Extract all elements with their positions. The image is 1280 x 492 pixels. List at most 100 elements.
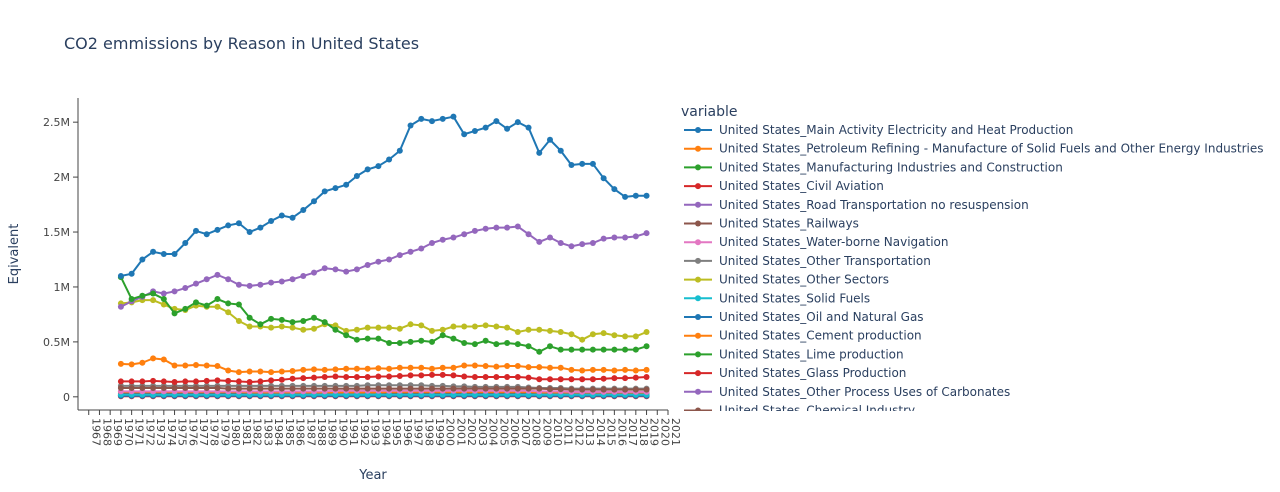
data-point <box>622 386 629 393</box>
data-point <box>150 377 157 384</box>
data-point <box>450 234 457 241</box>
data-point <box>332 322 339 329</box>
legend-swatch-marker <box>695 239 701 246</box>
data-point <box>311 314 317 321</box>
series-0 <box>117 113 650 279</box>
x-tick-label: 2016 <box>615 418 628 446</box>
x-tick-label: 2006 <box>508 418 521 446</box>
data-point <box>504 374 511 381</box>
data-point <box>117 303 124 310</box>
data-point <box>429 385 435 392</box>
legend-swatch-marker <box>695 127 701 133</box>
y-tick-label: 1M <box>54 281 71 294</box>
data-point <box>246 368 253 375</box>
x-tick-label: 2012 <box>572 418 585 446</box>
data-point <box>471 227 478 234</box>
series-line <box>120 276 647 353</box>
data-point <box>203 302 210 309</box>
legend-item: United States_Cement production <box>684 329 922 343</box>
data-point <box>171 251 178 257</box>
data-point <box>300 366 307 373</box>
series-4 <box>117 223 650 310</box>
legend-label: United States_Railways <box>719 217 859 231</box>
data-point <box>482 337 489 344</box>
data-point <box>386 339 393 346</box>
legend-label: United States_Glass Production <box>719 366 906 380</box>
data-point <box>632 333 639 340</box>
data-point <box>289 276 296 283</box>
data-point <box>547 343 553 350</box>
data-point <box>375 335 382 342</box>
data-point <box>139 256 146 263</box>
data-point <box>557 240 564 247</box>
data-point <box>375 365 382 372</box>
data-point <box>353 365 360 372</box>
data-point <box>504 224 511 231</box>
legend-item: United States_Other Transportation <box>684 254 931 268</box>
data-point <box>547 136 553 143</box>
data-point <box>450 385 457 392</box>
legend-item: United States_Road Transportation no res… <box>684 198 1029 212</box>
data-point <box>300 326 307 333</box>
x-axis-title: Year <box>358 468 387 483</box>
data-point <box>160 378 167 385</box>
data-point <box>439 364 446 371</box>
data-point <box>589 160 596 167</box>
data-point <box>396 372 403 379</box>
data-point <box>278 368 285 375</box>
data-point <box>321 366 328 373</box>
data-point <box>643 343 650 350</box>
data-point <box>493 118 500 125</box>
data-point <box>139 359 146 366</box>
legend-label: United States_Manufacturing Industries a… <box>719 160 1063 174</box>
x-tick-label: 2001 <box>454 418 467 446</box>
x-tick-label: 2017 <box>626 418 639 446</box>
data-point <box>278 385 285 392</box>
x-tick-label: 1992 <box>358 418 371 446</box>
data-point <box>311 269 317 276</box>
data-point <box>235 318 242 325</box>
data-point <box>203 385 210 392</box>
data-point <box>396 364 403 371</box>
data-point <box>375 258 382 265</box>
data-point <box>643 230 650 237</box>
x-tick-label: 1978 <box>208 418 221 446</box>
series-line <box>120 357 647 374</box>
data-point <box>139 385 146 392</box>
data-point <box>182 240 189 247</box>
data-point <box>418 372 425 379</box>
data-point <box>386 385 393 392</box>
data-point <box>182 378 189 385</box>
data-point <box>278 212 285 219</box>
x-tick-label: 1982 <box>251 418 264 446</box>
data-point <box>289 324 296 331</box>
data-point <box>364 324 371 331</box>
data-point <box>117 272 124 279</box>
data-point <box>128 378 135 385</box>
data-point <box>536 385 543 392</box>
data-point <box>289 375 296 382</box>
data-point <box>482 225 489 232</box>
legend-swatch-marker <box>695 351 701 358</box>
data-point <box>321 374 328 381</box>
data-point <box>311 385 317 392</box>
legend-label: United States_Solid Fuels <box>719 291 870 305</box>
data-point <box>547 364 553 371</box>
legend-swatch-marker <box>695 220 701 227</box>
data-point <box>568 346 575 353</box>
data-point <box>375 385 382 392</box>
data-point <box>235 378 242 385</box>
data-point <box>278 278 285 285</box>
x-tick-label: 1990 <box>336 418 349 446</box>
data-point <box>461 131 468 138</box>
data-point <box>214 303 221 310</box>
data-point <box>514 329 521 335</box>
x-tick-label: 1968 <box>100 418 113 446</box>
x-tick-label: 1970 <box>122 418 135 446</box>
legend-label: United States_Road Transportation no res… <box>719 198 1029 212</box>
legend-label: United States_Cement production <box>719 329 922 343</box>
x-tick-label: 1977 <box>197 418 210 446</box>
data-point <box>579 367 586 374</box>
data-point <box>589 366 596 373</box>
series-2 <box>117 274 650 355</box>
